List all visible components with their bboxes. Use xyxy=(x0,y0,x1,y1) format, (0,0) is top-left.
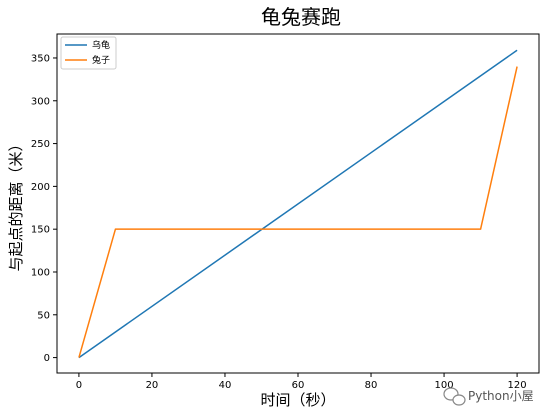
x-tick-label: 80 xyxy=(365,380,378,391)
x-axis-ticks: 0 20 40 60 80 100 120 xyxy=(76,373,527,391)
y-tick-label: 250 xyxy=(31,139,50,150)
x-tick-label: 0 xyxy=(76,380,82,391)
y-tick-label: 150 xyxy=(31,225,50,236)
x-tick-label: 40 xyxy=(219,380,232,391)
series-line-1 xyxy=(78,66,518,358)
x-axis-label: 时间（秒） xyxy=(260,391,335,409)
y-axis-label: 与起点的距离（米） xyxy=(7,136,25,271)
legend-label-series-0: 乌龟 xyxy=(92,39,110,51)
y-axis-ticks: 0 50 100 150 200 250 300 350 xyxy=(31,53,57,364)
legend: 乌龟 兔子 xyxy=(60,36,117,70)
x-tick-label: 120 xyxy=(508,380,527,391)
plot-area: 0 20 40 60 80 100 120 0 50 100 150 200 250 300 350 xyxy=(31,33,540,391)
series-lines xyxy=(78,49,518,359)
x-tick-label: 20 xyxy=(146,380,159,391)
wechat-icon xyxy=(443,387,466,406)
y-tick-label: 200 xyxy=(31,182,50,193)
watermark: Python小屋 xyxy=(443,387,534,406)
y-tick-label: 100 xyxy=(31,267,50,278)
legend-label-series-1: 兔子 xyxy=(92,54,110,66)
series-line-0 xyxy=(78,49,518,359)
y-tick-label: 350 xyxy=(31,53,50,64)
y-tick-label: 300 xyxy=(31,96,50,107)
x-tick-label: 60 xyxy=(292,380,305,391)
chart-title: 龟兔赛跑 xyxy=(261,5,341,29)
x-tick-label: 100 xyxy=(435,380,454,391)
watermark-text: Python小屋 xyxy=(468,389,534,403)
y-tick-label: 50 xyxy=(37,310,50,321)
y-tick-label: 0 xyxy=(44,353,50,364)
